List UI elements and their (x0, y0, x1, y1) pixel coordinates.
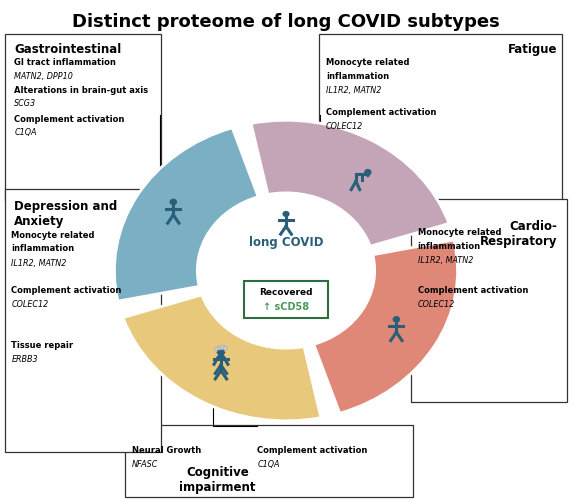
Text: C1QA: C1QA (14, 128, 37, 137)
Text: Cardio-
Respiratory: Cardio- Respiratory (480, 220, 558, 248)
Text: Complement activation: Complement activation (418, 286, 528, 295)
Text: COLEC12: COLEC12 (418, 300, 455, 309)
Text: Gastrointestinal: Gastrointestinal (14, 43, 121, 56)
FancyBboxPatch shape (5, 189, 161, 452)
Text: ERBB3: ERBB3 (11, 355, 38, 364)
Text: Complement activation: Complement activation (257, 446, 368, 455)
Text: C1QA: C1QA (257, 460, 280, 469)
Text: inflammation: inflammation (11, 244, 74, 254)
Text: Recovered: Recovered (259, 288, 313, 297)
Text: COLEC12: COLEC12 (326, 122, 363, 131)
Circle shape (283, 211, 289, 217)
Text: MATN2, DPP10: MATN2, DPP10 (14, 72, 73, 81)
Wedge shape (314, 240, 458, 413)
Text: Monocyte related: Monocyte related (326, 58, 410, 67)
Text: COLEC12: COLEC12 (11, 300, 49, 309)
Text: IL1R2, MATN2: IL1R2, MATN2 (11, 259, 67, 268)
Text: GI tract inflammation: GI tract inflammation (14, 58, 116, 67)
Circle shape (364, 169, 372, 175)
Text: Complement activation: Complement activation (11, 286, 122, 295)
Circle shape (169, 199, 177, 205)
Text: inflammation: inflammation (326, 72, 389, 81)
Text: ↑ sCD58: ↑ sCD58 (263, 302, 309, 312)
Circle shape (217, 354, 225, 361)
Circle shape (220, 345, 225, 349)
Text: Neural Growth: Neural Growth (132, 446, 201, 455)
Text: Monocyte related: Monocyte related (418, 228, 501, 237)
Text: Tissue repair: Tissue repair (11, 341, 74, 350)
FancyBboxPatch shape (244, 281, 328, 318)
Text: NFASC: NFASC (132, 460, 158, 469)
Text: Complement activation: Complement activation (326, 108, 436, 117)
FancyBboxPatch shape (411, 199, 567, 402)
Text: long COVID: long COVID (249, 236, 323, 249)
FancyBboxPatch shape (319, 34, 562, 201)
Text: Distinct proteome of long COVID subtypes: Distinct proteome of long COVID subtypes (72, 13, 500, 31)
Text: IL1R2, MATN2: IL1R2, MATN2 (418, 256, 473, 265)
Text: Complement activation: Complement activation (14, 115, 125, 124)
Wedge shape (251, 120, 449, 246)
Wedge shape (123, 295, 321, 421)
Text: Depression and
Anxiety: Depression and Anxiety (14, 200, 118, 228)
Text: Alterations in brain-gut axis: Alterations in brain-gut axis (14, 86, 148, 95)
Text: Monocyte related: Monocyte related (11, 231, 95, 240)
Circle shape (217, 349, 225, 356)
Circle shape (223, 346, 228, 350)
FancyBboxPatch shape (5, 34, 161, 201)
FancyBboxPatch shape (125, 425, 413, 497)
Text: Fatigue: Fatigue (508, 43, 558, 56)
Circle shape (214, 347, 219, 351)
Text: inflammation: inflammation (418, 242, 480, 251)
Wedge shape (114, 128, 258, 301)
Circle shape (217, 346, 221, 350)
Circle shape (392, 316, 400, 323)
Text: Cognitive
impairment: Cognitive impairment (179, 466, 256, 494)
Wedge shape (123, 295, 321, 421)
Text: SCG3: SCG3 (14, 99, 37, 108)
Text: IL1R2, MATN2: IL1R2, MATN2 (326, 86, 382, 95)
Circle shape (197, 193, 375, 348)
